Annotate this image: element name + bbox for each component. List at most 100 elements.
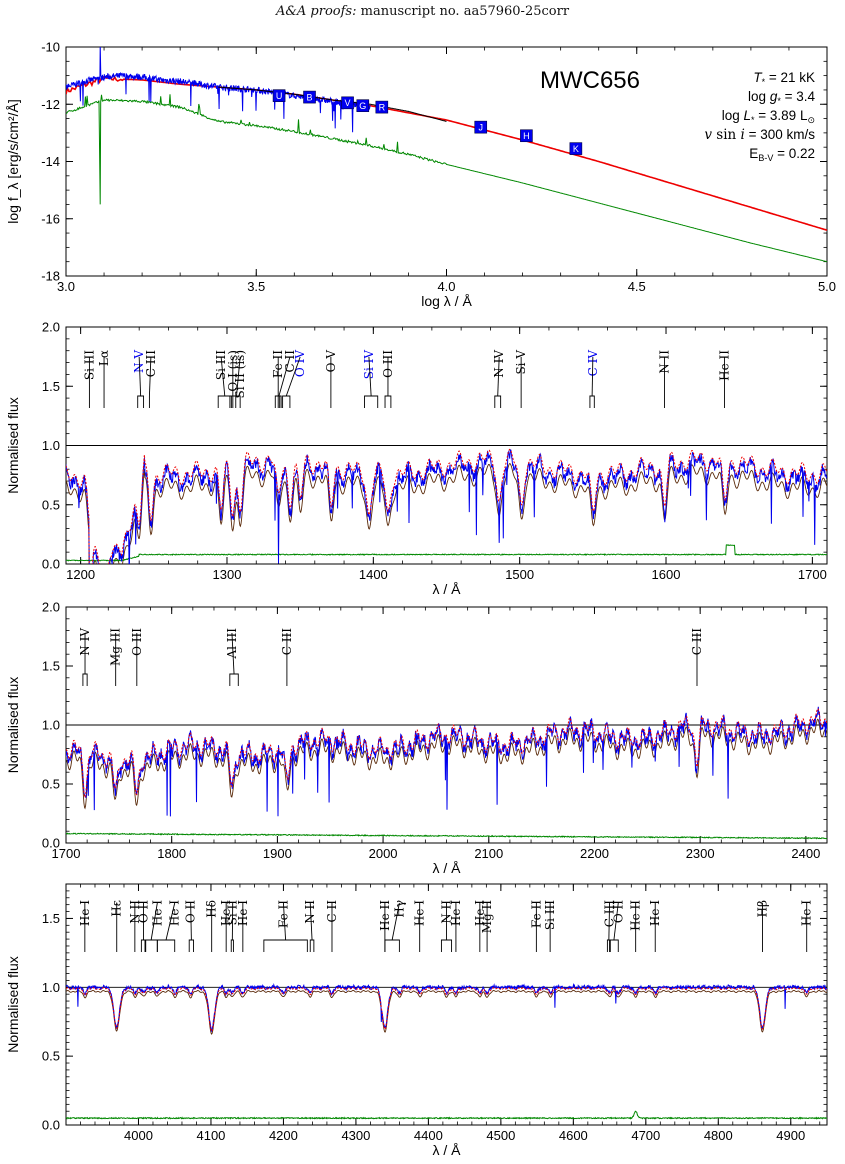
line-id-bracket — [494, 395, 502, 408]
sed-series-black — [218, 86, 447, 122]
line-id-leader — [285, 356, 301, 397]
uv2-series-green — [66, 832, 827, 840]
line-id-bracket — [282, 395, 291, 408]
optical-xtick-label: 4900 — [776, 1128, 805, 1143]
page-header: A&A proofs: manuscript no. aa57960-25cor… — [0, 4, 845, 19]
line-id-bracket — [82, 673, 88, 686]
uv1-xtick-label: 1200 — [66, 567, 95, 582]
uv2-series-observed — [66, 706, 827, 817]
line-id-label: C II — [283, 350, 297, 373]
line-id-label: O II — [611, 900, 625, 923]
photometry-label: B — [307, 92, 313, 102]
line-id-bracket — [230, 939, 234, 952]
line-id-leader — [497, 356, 500, 397]
photometry-point — [303, 90, 316, 104]
line-id-bracket — [364, 395, 379, 408]
photometry-label: V — [345, 98, 351, 108]
sed-xtick-label: 3.0 — [57, 279, 75, 294]
uv2-xtick-label: 2100 — [474, 846, 503, 861]
uv2-yaxis-label: Normalised flux — [5, 677, 21, 773]
optical-series-model-brown — [66, 989, 827, 1035]
line-id-bracket — [156, 939, 176, 952]
optical-xaxis-label: λ / Å — [432, 1142, 461, 1158]
uv1-ytick-label: 1.5 — [42, 379, 60, 394]
optical-xtick-label: 4200 — [269, 1128, 298, 1143]
line-id-leader — [278, 356, 291, 397]
sed-xtick-label: 3.5 — [247, 279, 265, 294]
line-id-bracket — [277, 395, 281, 408]
uv1-xaxis-label: λ / Å — [432, 581, 461, 597]
photometry-point — [356, 99, 370, 112]
uv2-ytick-label: 2.0 — [42, 600, 60, 615]
line-id-bracket — [384, 395, 392, 408]
sed-ytick-label: -10 — [41, 40, 60, 55]
optical-xtick-label: 4400 — [414, 1128, 443, 1143]
line-id-leader — [138, 356, 142, 397]
sed-ytick-label: -18 — [41, 269, 60, 284]
line-id-bracket — [609, 939, 619, 952]
sed-xtick-label: 4.0 — [437, 279, 455, 294]
uv1-ytick-label: 2.0 — [42, 320, 60, 335]
uv1-series-group — [66, 445, 827, 564]
uv2-ytick-label: 0.0 — [42, 836, 60, 851]
uv1-series-green — [66, 544, 827, 562]
photometry-point — [520, 129, 533, 143]
line-id-leader — [220, 356, 226, 397]
sed-ytick-label: -16 — [41, 211, 60, 226]
optical-yaxis-label: Normalised flux — [5, 956, 21, 1052]
line-id-label: Fe II — [276, 900, 290, 928]
sed-series-blue — [66, 47, 371, 133]
sed-xtick-label: 4.5 — [628, 279, 646, 294]
line-id-label: He I — [150, 900, 164, 926]
journal-name: A&A proofs: — [275, 4, 357, 19]
line-id-bracket — [217, 395, 232, 408]
uv1-ytick-label: 0.5 — [42, 497, 60, 512]
sed-yaxis-label: log f_λ [erg/s/cm²/Å] — [5, 99, 21, 223]
line-id-bracket — [263, 939, 308, 952]
line-id-label: Si III — [214, 350, 228, 380]
line-id-leader — [368, 356, 372, 397]
uv1-series-observed — [66, 449, 827, 564]
uv2-ytick-label: 1.5 — [42, 659, 60, 674]
line-id-leader — [236, 356, 241, 397]
uv2-xtick-label: 2200 — [580, 846, 609, 861]
uv1-yaxis-label: Normalised flux — [5, 397, 21, 493]
uv2-xtick-label: 1900 — [263, 846, 292, 861]
photometry-label: H — [523, 131, 530, 141]
uv2-series-group — [66, 706, 827, 840]
line-id-bracket — [140, 939, 147, 952]
line-id-bracket — [384, 939, 400, 952]
photometry-label: U — [276, 91, 283, 101]
stellar-parameter: v sin i = 300 km/s — [704, 127, 815, 143]
stellar-parameter: log L* = 3.89 L⊙ — [722, 108, 815, 125]
optical-xtick-label: 4700 — [631, 1128, 660, 1143]
stellar-parameter: EB-V = 0.22 — [749, 146, 815, 163]
stellar-parameter: T* = 21 kK — [753, 70, 815, 87]
line-id-label: Si II (is) — [233, 350, 247, 399]
sed-series-green — [66, 94, 827, 263]
uv1-xtick-label: 1300 — [213, 567, 242, 582]
optical-plot-frame — [65, 883, 828, 1126]
sed-series-red — [66, 75, 827, 231]
uv1-series-model-brown — [66, 463, 827, 564]
uv2-xtick-label: 1700 — [52, 846, 81, 861]
photometry-point — [375, 100, 389, 114]
line-id-leader — [148, 356, 152, 397]
uv2-xtick-label: 2000 — [369, 846, 398, 861]
optical-ytick-label: 1.5 — [42, 911, 60, 926]
photometry-label: G — [359, 101, 366, 111]
line-id-label: O IV — [293, 350, 307, 377]
line-id-bracket — [229, 673, 239, 686]
line-id-leader — [231, 632, 235, 675]
line-id-label: Al III — [225, 628, 239, 660]
photometry-point — [474, 120, 488, 134]
uv2-xtick-label: 1800 — [157, 846, 186, 861]
optical-xtick-label: 4500 — [486, 1128, 515, 1143]
optical-xtick-label: 4600 — [559, 1128, 588, 1143]
line-id-leader — [165, 902, 176, 941]
uv2-series-model-red — [66, 707, 827, 799]
line-id-leader — [150, 902, 158, 941]
optical-xtick-label: 4000 — [124, 1128, 153, 1143]
uv2-xtick-label: 2400 — [791, 846, 820, 861]
